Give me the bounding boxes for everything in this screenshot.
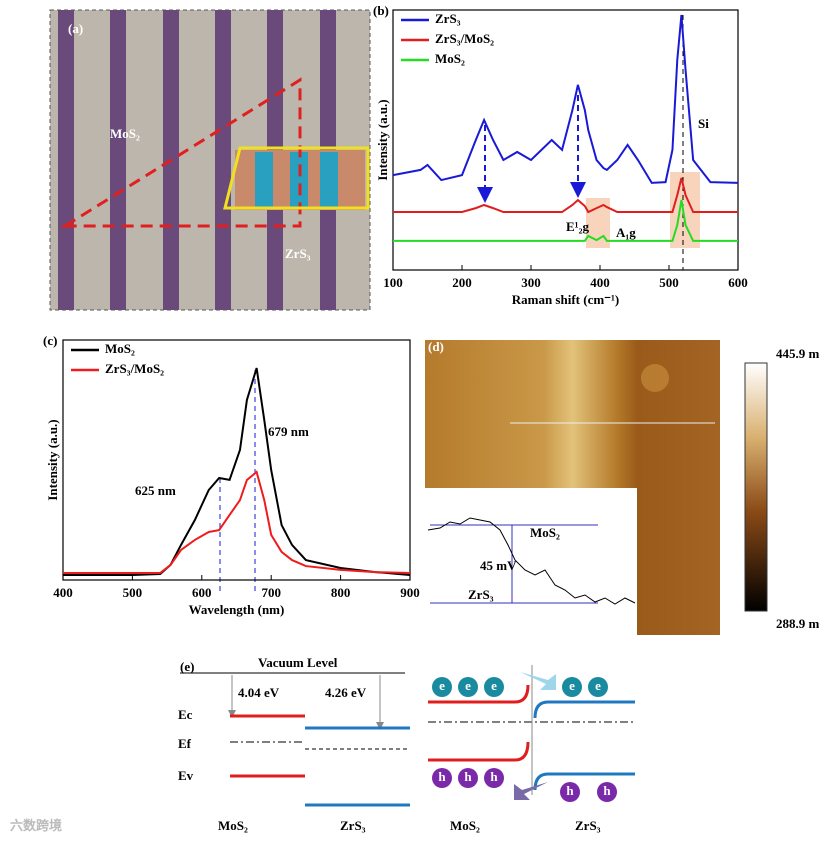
panel-label: (a) xyxy=(68,21,83,36)
series-line xyxy=(393,177,738,214)
legend-label: ZrS₃/MoS₂ xyxy=(105,361,164,376)
panel-a: (a) MoS₂ ZrS₃ xyxy=(49,9,371,311)
inset-label: 45 mV xyxy=(480,558,517,573)
series-line xyxy=(63,367,411,576)
level-label: Ef xyxy=(178,736,192,751)
electron-label: e xyxy=(595,678,601,693)
electron-label: e xyxy=(465,678,471,693)
plot-frame xyxy=(392,9,739,271)
hole-label: h xyxy=(464,769,472,784)
x-tick-label: 600 xyxy=(192,585,212,600)
hole-label: h xyxy=(603,783,611,798)
series-line xyxy=(393,199,738,242)
legend-label: MoS₂ xyxy=(105,341,135,356)
series-line xyxy=(392,14,739,184)
x-tick-label: 600 xyxy=(728,275,748,290)
x-tick-label: 500 xyxy=(123,585,143,600)
panel-e: (e) Vacuum Level 4.04 eV 4.26 eV Ec Ef E… xyxy=(10,655,635,833)
series-line xyxy=(63,470,411,575)
x-tick-label: 400 xyxy=(590,275,610,290)
hole-label: h xyxy=(490,769,498,784)
colorbar-label: 288.9 mV xyxy=(776,616,819,631)
material-label: ZrS₃ xyxy=(340,818,366,833)
material-label: ZrS₃ xyxy=(575,818,601,833)
y-axis-label: Intensity (a.u.) xyxy=(375,99,390,180)
panel-d: (d) 445.9 mV 288.9 mV MoS₂ 45 mV ZrS₃ xyxy=(425,339,819,635)
material-label: MoS₂ xyxy=(450,818,480,833)
material-label: MoS₂ xyxy=(110,126,140,141)
electron-label: e xyxy=(491,678,497,693)
x-tick-label: 800 xyxy=(331,585,351,600)
x-axis-label: Wavelength (nm) xyxy=(189,602,285,617)
colorbar-label: 445.9 mV xyxy=(776,346,819,361)
watermark: 六数跨境 xyxy=(10,818,62,833)
x-tick-label: 900 xyxy=(400,585,420,600)
annotation: 679 nm xyxy=(268,424,309,439)
level-label: Ec xyxy=(178,707,193,722)
gap-label: 4.04 eV xyxy=(238,685,280,700)
legend-label: ZrS₃ xyxy=(435,11,461,26)
x-tick-label: 100 xyxy=(383,275,403,290)
annotation: 625 nm xyxy=(135,483,176,498)
panel-label: (d) xyxy=(428,339,444,354)
material-label: ZrS₃ xyxy=(285,246,311,261)
vacuum-label: Vacuum Level xyxy=(258,655,338,670)
x-tick-label: 500 xyxy=(659,275,679,290)
annotation: A₁g xyxy=(616,225,636,240)
inset-label: MoS₂ xyxy=(530,525,560,540)
panel-label: (c) xyxy=(43,333,57,348)
x-tick-label: 700 xyxy=(261,585,281,600)
electron-label: e xyxy=(439,678,445,693)
electron-label: e xyxy=(569,678,575,693)
inset-label: ZrS₃ xyxy=(468,587,494,602)
x-axis-label: Raman shift (cm⁻¹) xyxy=(512,292,620,307)
panel-label: (e) xyxy=(180,659,194,674)
x-tick-label: 400 xyxy=(53,585,73,600)
legend-label: MoS₂ xyxy=(435,51,465,66)
hole-label: h xyxy=(438,769,446,784)
annotation: E¹₂g xyxy=(566,219,589,234)
hole-label: h xyxy=(566,783,574,798)
plot-frame xyxy=(62,339,411,581)
legend-label: ZrS₃/MoS₂ xyxy=(435,31,494,46)
material-label: MoS₂ xyxy=(218,818,248,833)
level-label: Ev xyxy=(178,768,194,783)
x-tick-label: 200 xyxy=(452,275,472,290)
panel-c-decor xyxy=(219,370,256,595)
y-axis-label: Intensity (a.u.) xyxy=(45,419,60,500)
x-tick-label: 300 xyxy=(521,275,541,290)
panel-label: (b) xyxy=(373,3,389,18)
annotation: Si xyxy=(698,116,709,131)
gap-label: 4.26 eV xyxy=(325,685,367,700)
